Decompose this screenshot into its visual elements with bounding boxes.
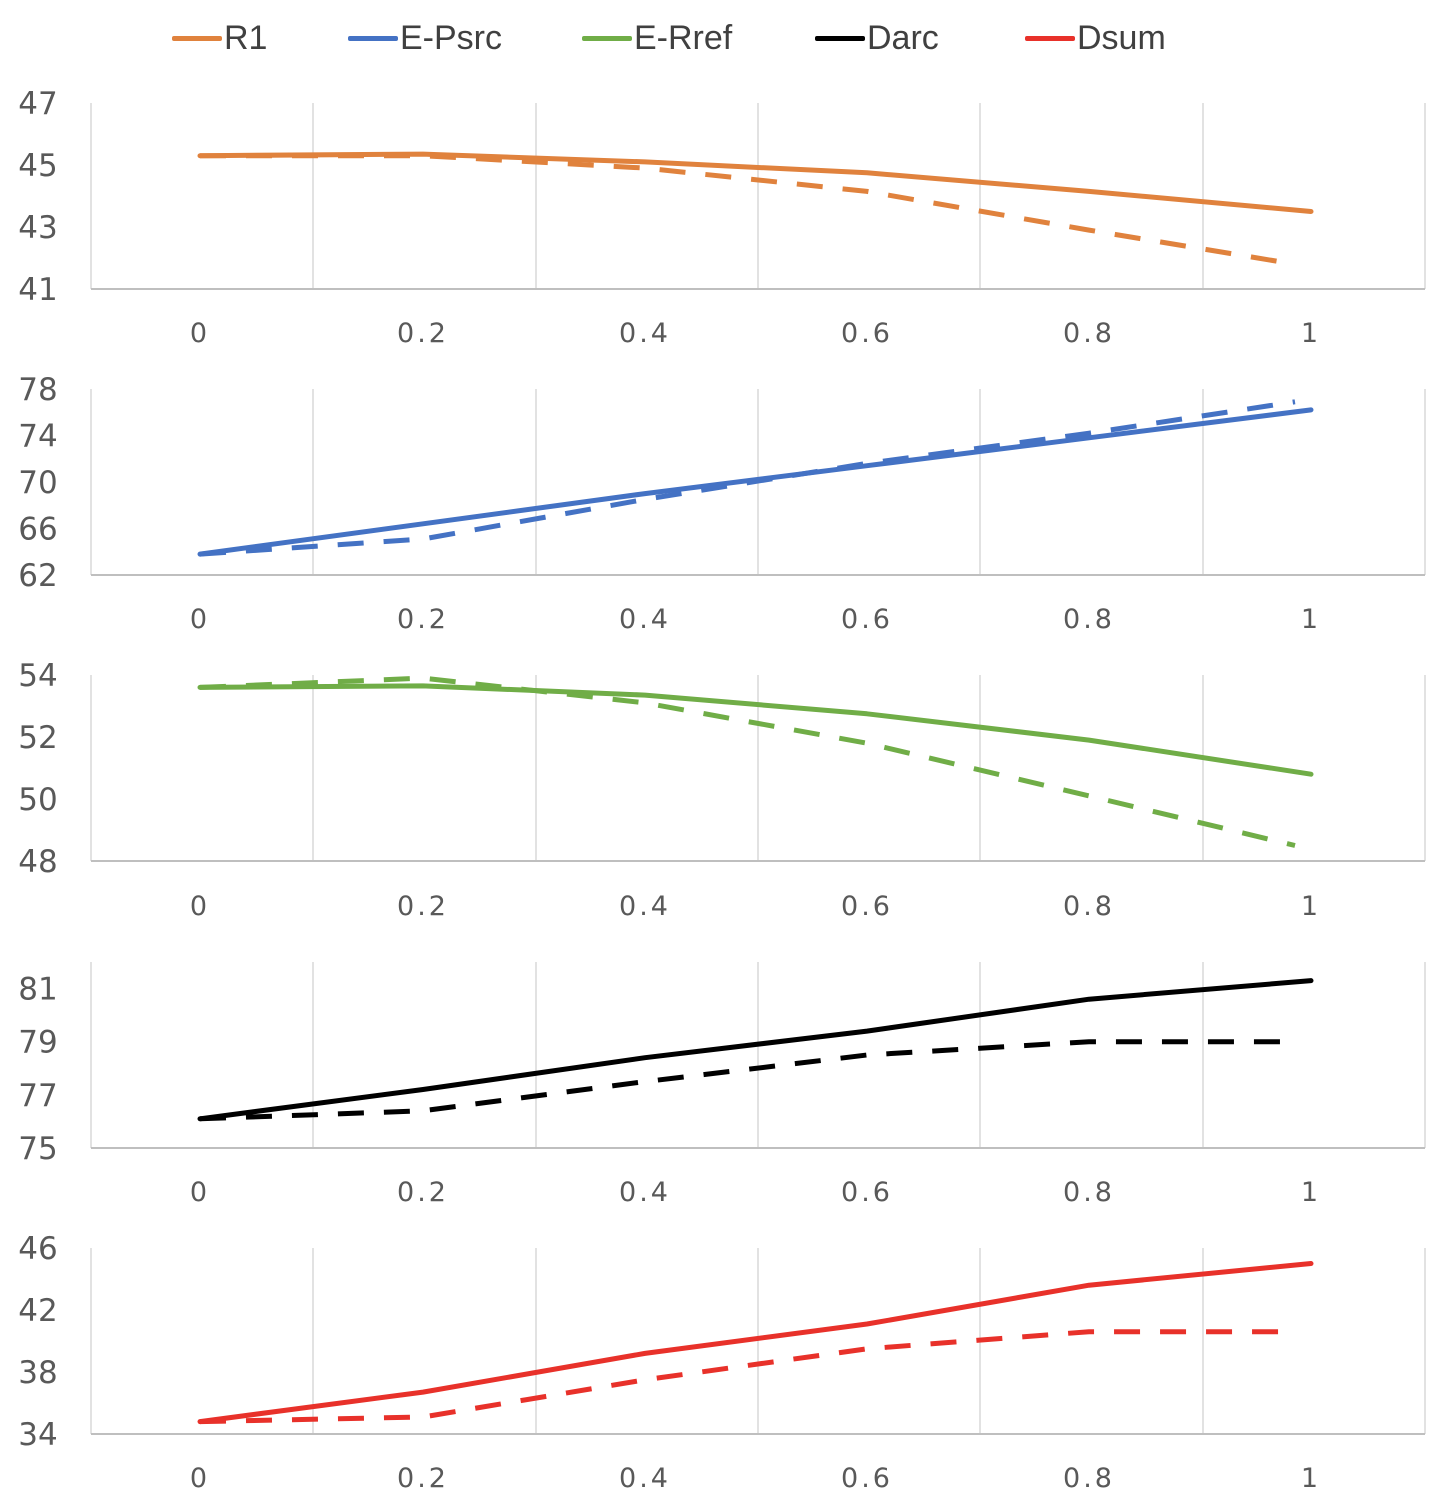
series-line-r1-dashed: [200, 153, 1296, 267]
y-tick-label-dsum-1: 38: [18, 1355, 57, 1391]
series-line-dsum-dashed: [199, 1329, 1295, 1425]
x-tick-label-r1-2: 0.4: [619, 318, 671, 349]
legend-swatch-e-rref: [582, 35, 632, 41]
y-tick-label-e-psrc-0: 62: [18, 558, 57, 594]
x-tick-label-dsum-0: 0: [190, 1463, 210, 1494]
x-tick-label-darc-5: 1: [1301, 1177, 1321, 1208]
x-tick-label-dsum-5: 1: [1301, 1463, 1321, 1494]
x-tick-label-e-psrc-0: 0: [190, 604, 210, 635]
x-tick-label-e-rref-3: 0.6: [841, 891, 893, 922]
x-tick-label-e-psrc-5: 1: [1301, 604, 1321, 635]
legend-label-r1: R1: [224, 18, 268, 57]
x-tick-label-darc-4: 0.8: [1063, 1177, 1115, 1208]
x-tick-label-r1-0: 0: [190, 318, 210, 349]
legend-label-darc: Darc: [867, 18, 939, 57]
x-tick-label-dsum-1: 0.2: [397, 1463, 449, 1494]
y-tick-label-e-rref-2: 52: [18, 720, 57, 756]
x-tick-label-r1-4: 0.8: [1063, 318, 1115, 349]
x-tick-label-darc-1: 0.2: [397, 1177, 449, 1208]
y-tick-label-e-psrc-3: 74: [18, 419, 57, 455]
legend-swatch-r1: [172, 35, 222, 41]
x-tick-label-darc-0: 0: [190, 1177, 210, 1208]
series-line-e-rref-solid: [197, 683, 1314, 777]
legend-label-e-psrc: E-Psrc: [400, 18, 502, 57]
series-line-dsum-solid: [197, 1261, 1314, 1425]
x-tick-label-e-rref-1: 0.2: [397, 891, 449, 922]
x-tick-label-dsum-3: 0.6: [841, 1463, 893, 1494]
x-tick-label-e-rref-0: 0: [190, 891, 210, 922]
legend-swatch-e-psrc: [348, 35, 398, 41]
x-tick-label-r1-1: 0.2: [397, 318, 449, 349]
series-line-darc-dashed: [199, 1039, 1295, 1122]
legend-item-e-rref: E-Rref: [582, 18, 732, 58]
y-tick-label-r1-2: 45: [18, 148, 57, 184]
chart-legend: R1 E-Psrc E-Rref Darc Dsum: [0, 0, 1450, 80]
chart-panel-r1: 41 43 45 47 0 0.2 0.4 0.6 0.8 1: [18, 86, 1426, 349]
y-tick-label-darc-1: 77: [18, 1078, 57, 1114]
series-line-r1-solid: [197, 151, 1314, 214]
chart-panel-darc: 75 77 79 81 0 0.2 0.4 0.6 0.8 1: [18, 962, 1426, 1208]
y-tick-label-r1-0: 41: [18, 272, 57, 308]
x-tick-label-e-psrc-4: 0.8: [1063, 604, 1115, 635]
legend-swatch-darc: [815, 35, 865, 41]
legend-swatch-dsum: [1025, 35, 1075, 41]
y-tick-label-darc-0: 75: [18, 1131, 57, 1167]
y-tick-label-r1-3: 47: [18, 86, 57, 122]
y-tick-label-dsum-3: 46: [18, 1231, 57, 1267]
chart-panel-dsum: 34 38 42 46 0 0.2 0.4 0.6 0.8 1: [18, 1231, 1426, 1494]
x-tick-label-e-psrc-3: 0.6: [841, 604, 893, 635]
legend-item-e-psrc: E-Psrc: [348, 18, 502, 58]
legend-item-r1: R1: [172, 18, 267, 58]
x-tick-label-r1-3: 0.6: [841, 318, 893, 349]
series-line-darc-solid: [197, 978, 1314, 1122]
series-line-e-rref-dashed: [199, 675, 1296, 848]
x-tick-label-darc-2: 0.4: [619, 1177, 671, 1208]
x-tick-label-e-rref-4: 0.8: [1063, 891, 1115, 922]
x-tick-label-e-psrc-1: 0.2: [397, 604, 449, 635]
x-tick-label-r1-5: 1: [1301, 318, 1321, 349]
y-tick-label-e-psrc-4: 78: [18, 372, 57, 408]
legend-label-e-rref: E-Rref: [634, 18, 733, 57]
legend-item-dsum: Dsum: [1025, 18, 1166, 58]
chart-panel-e-rref: 48 50 52 54 0 0.2 0.4 0.6 0.8 1: [18, 658, 1426, 922]
y-tick-label-darc-3: 81: [18, 972, 57, 1008]
y-tick-label-dsum-2: 42: [18, 1293, 57, 1329]
legend-label-dsum: Dsum: [1077, 18, 1166, 57]
legend-item-darc: Darc: [815, 18, 939, 58]
y-tick-label-dsum-0: 34: [18, 1417, 57, 1453]
y-tick-label-e-rref-0: 48: [18, 844, 57, 880]
y-tick-label-darc-2: 79: [18, 1025, 57, 1061]
y-tick-label-e-rref-3: 54: [18, 658, 57, 694]
y-tick-label-e-rref-1: 50: [18, 782, 57, 818]
x-tick-label-darc-3: 0.6: [841, 1177, 893, 1208]
series-line-e-psrc-dashed: [199, 399, 1296, 557]
y-tick-label-e-psrc-1: 66: [18, 512, 57, 548]
x-tick-label-e-rref-2: 0.4: [619, 891, 671, 922]
x-tick-label-e-rref-5: 1: [1301, 891, 1321, 922]
y-tick-label-e-psrc-2: 70: [18, 465, 57, 501]
x-tick-label-dsum-2: 0.4: [619, 1463, 671, 1494]
x-tick-label-e-psrc-2: 0.4: [619, 604, 671, 635]
y-tick-label-r1-1: 43: [18, 210, 57, 246]
chart-panel-e-psrc: 62 66 70 74 78 0 0.2 0.4 0.6 0.8 1: [18, 372, 1426, 635]
x-tick-label-dsum-4: 0.8: [1063, 1463, 1115, 1494]
